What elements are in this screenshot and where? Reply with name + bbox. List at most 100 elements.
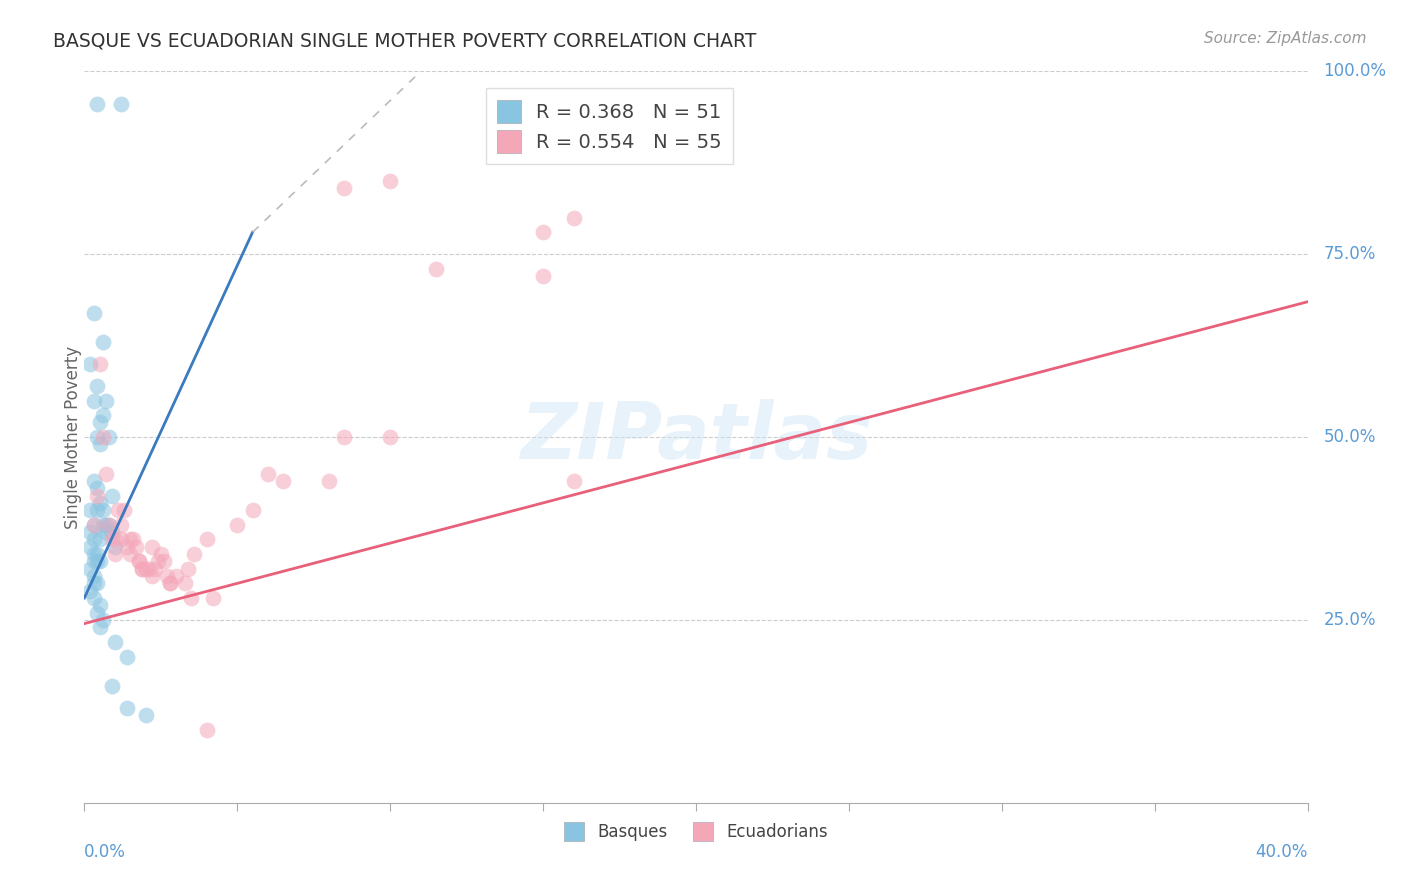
Point (183, 547, 205, 561)
Point (115, 649, 138, 664)
Point (110, 97, 132, 112)
Point (120, 547, 142, 561)
Point (135, 562, 157, 576)
Point (242, 503, 264, 517)
Point (86, 97, 108, 112)
Point (257, 467, 280, 481)
Text: Source: ZipAtlas.com: Source: ZipAtlas.com (1204, 31, 1367, 46)
Point (128, 554, 150, 568)
Point (83, 474, 105, 488)
Point (333, 181, 356, 195)
Point (79, 562, 101, 576)
Point (115, 700, 138, 714)
Point (149, 547, 172, 561)
Point (380, 430, 402, 444)
Point (94, 525, 117, 540)
Point (180, 591, 202, 605)
Point (562, 474, 585, 488)
Point (101, 525, 124, 540)
Point (380, 174, 402, 188)
Text: BASQUE VS ECUADORIAN SINGLE MOTHER POVERTY CORRELATION CHART: BASQUE VS ECUADORIAN SINGLE MOTHER POVER… (53, 31, 756, 50)
Text: ZIPatlas: ZIPatlas (520, 399, 872, 475)
Point (128, 554, 150, 568)
Point (271, 474, 294, 488)
Point (91, 430, 114, 444)
Point (83, 517, 105, 532)
Point (89, 437, 111, 451)
Point (195, 533, 218, 547)
Point (531, 269, 554, 284)
Point (89, 599, 111, 613)
Point (131, 562, 153, 576)
Point (97, 517, 120, 532)
Point (83, 393, 105, 408)
Point (156, 569, 179, 583)
Point (333, 430, 356, 444)
Point (101, 489, 124, 503)
Point (107, 503, 129, 517)
Point (174, 576, 197, 591)
Point (89, 554, 111, 568)
Point (146, 554, 169, 568)
Point (83, 547, 105, 561)
Point (318, 474, 340, 488)
Point (83, 569, 105, 583)
Point (79, 540, 101, 554)
Point (83, 306, 105, 320)
Point (79, 525, 101, 540)
Point (86, 481, 108, 495)
Text: 100.0%: 100.0% (1323, 62, 1386, 80)
Point (226, 517, 249, 532)
Point (115, 540, 138, 554)
Point (86, 503, 108, 517)
Point (86, 576, 108, 591)
Text: 40.0%: 40.0% (1256, 843, 1308, 861)
Point (89, 620, 111, 634)
Point (94, 467, 117, 481)
Point (83, 576, 105, 591)
Point (86, 554, 108, 568)
Legend: Basques, Ecuadorians: Basques, Ecuadorians (555, 814, 837, 849)
Point (83, 554, 105, 568)
Point (141, 569, 163, 583)
Point (79, 357, 101, 371)
Point (201, 591, 224, 605)
Text: 50.0%: 50.0% (1323, 428, 1376, 446)
Point (131, 562, 153, 576)
Y-axis label: Single Mother Poverty: Single Mother Poverty (65, 345, 82, 529)
Point (122, 533, 145, 547)
Point (79, 583, 101, 598)
Point (83, 591, 105, 605)
Point (153, 554, 176, 568)
Point (86, 606, 108, 620)
Point (104, 635, 127, 649)
Point (91, 334, 114, 349)
Point (104, 533, 127, 547)
Point (86, 489, 108, 503)
Point (104, 540, 127, 554)
Point (86, 547, 108, 561)
Point (89, 533, 111, 547)
Point (135, 708, 157, 723)
Point (97, 517, 120, 532)
Text: 75.0%: 75.0% (1323, 245, 1376, 263)
Point (89, 496, 111, 510)
Point (89, 416, 111, 430)
Point (159, 576, 181, 591)
Point (91, 503, 114, 517)
Point (531, 225, 554, 239)
Text: 0.0%: 0.0% (84, 843, 127, 861)
Point (110, 517, 132, 532)
Point (195, 723, 218, 737)
Point (159, 576, 181, 591)
Point (425, 261, 447, 276)
Point (83, 533, 105, 547)
Point (91, 613, 114, 627)
Point (562, 211, 585, 225)
Point (177, 562, 200, 576)
Point (89, 357, 111, 371)
Point (83, 517, 105, 532)
Point (94, 393, 117, 408)
Point (101, 533, 124, 547)
Point (110, 533, 132, 547)
